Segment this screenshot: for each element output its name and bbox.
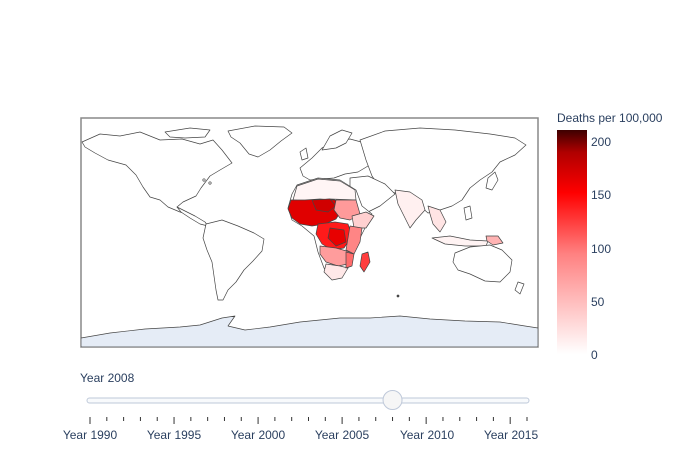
- island-dot: [396, 294, 400, 298]
- caribbean-island: [202, 178, 206, 182]
- papua-new-guinea: [485, 235, 504, 246]
- drc-core: [327, 227, 347, 247]
- chad-sudan: [333, 199, 361, 221]
- south-africa: [323, 263, 349, 281]
- colorbar-gradient: [557, 130, 587, 354]
- canada-islands: [164, 127, 211, 139]
- greenland: [227, 125, 293, 158]
- colorbar-tick: 150: [591, 188, 611, 202]
- slider-tick-label: Year 1995: [147, 428, 202, 442]
- slider-tick-label: Year 2015: [484, 428, 539, 442]
- slider-rail[interactable]: [86, 397, 530, 404]
- new-zealand: [514, 281, 525, 295]
- colorbar-tick: 100: [591, 242, 611, 256]
- caribbean-island: [208, 181, 212, 185]
- colorbar-tick: 0: [591, 348, 598, 362]
- slider-tick-labels: Year 1990 Year 1995 Year 2000 Year 2005 …: [63, 428, 539, 442]
- south-america: [202, 219, 265, 301]
- year-slider[interactable]: Year 2008 Year 1990 Year 1995 Year 2000 …: [63, 371, 539, 442]
- colorbar-tick-labels: 200 150 100 50 0: [591, 135, 611, 362]
- slider-ticks: [89, 417, 528, 424]
- colorbar-title: Deaths per 100,000: [557, 111, 663, 125]
- angola-zambia: [319, 245, 351, 267]
- slider-current-label: Year 2008: [80, 371, 135, 385]
- british-isles: [299, 147, 309, 161]
- colorbar-tick: 200: [591, 135, 611, 149]
- slider-tick-label: Year 1990: [63, 428, 118, 442]
- slider-handle[interactable]: [382, 390, 403, 410]
- north-america: [81, 131, 233, 215]
- colorbar: Deaths per 100,000 200 150 100 50 0: [557, 111, 663, 362]
- australia: [452, 244, 513, 283]
- south-asia: [394, 189, 426, 229]
- slider-tick-label: Year 2010: [400, 428, 455, 442]
- philippines: [463, 205, 473, 221]
- slider-tick-label: Year 2000: [231, 428, 286, 442]
- world-map[interactable]: [80, 117, 539, 348]
- southeast-asia: [427, 205, 447, 233]
- japan: [485, 171, 499, 191]
- indonesia: [431, 235, 489, 247]
- antarctica: [81, 315, 538, 347]
- mali-niger: [311, 198, 337, 213]
- scandinavia: [321, 129, 353, 151]
- madagascar: [359, 251, 371, 273]
- mozambique: [345, 251, 355, 269]
- colorbar-tick: 50: [591, 295, 605, 309]
- ethiopia-horn: [351, 211, 375, 229]
- slider-tick-label: Year 2005: [315, 428, 370, 442]
